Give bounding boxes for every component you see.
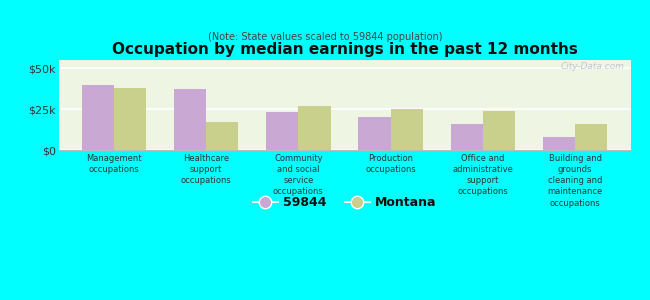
- Bar: [450, 124, 483, 150]
- Bar: [174, 89, 206, 150]
- Bar: [206, 122, 239, 150]
- Text: City-Data.com: City-Data.com: [561, 62, 625, 71]
- Bar: [483, 111, 515, 150]
- Legend: 59844, Montana: 59844, Montana: [248, 191, 441, 214]
- Bar: [266, 112, 298, 150]
- Title: Occupation by median earnings in the past 12 months: Occupation by median earnings in the pas…: [112, 42, 577, 57]
- Bar: [575, 124, 608, 150]
- Bar: [391, 109, 423, 150]
- Bar: [543, 137, 575, 150]
- Text: (Note: State values scaled to 59844 population): (Note: State values scaled to 59844 popu…: [208, 32, 442, 41]
- Bar: [358, 117, 391, 150]
- Bar: [81, 85, 114, 150]
- Bar: [298, 106, 331, 150]
- Bar: [114, 88, 146, 150]
